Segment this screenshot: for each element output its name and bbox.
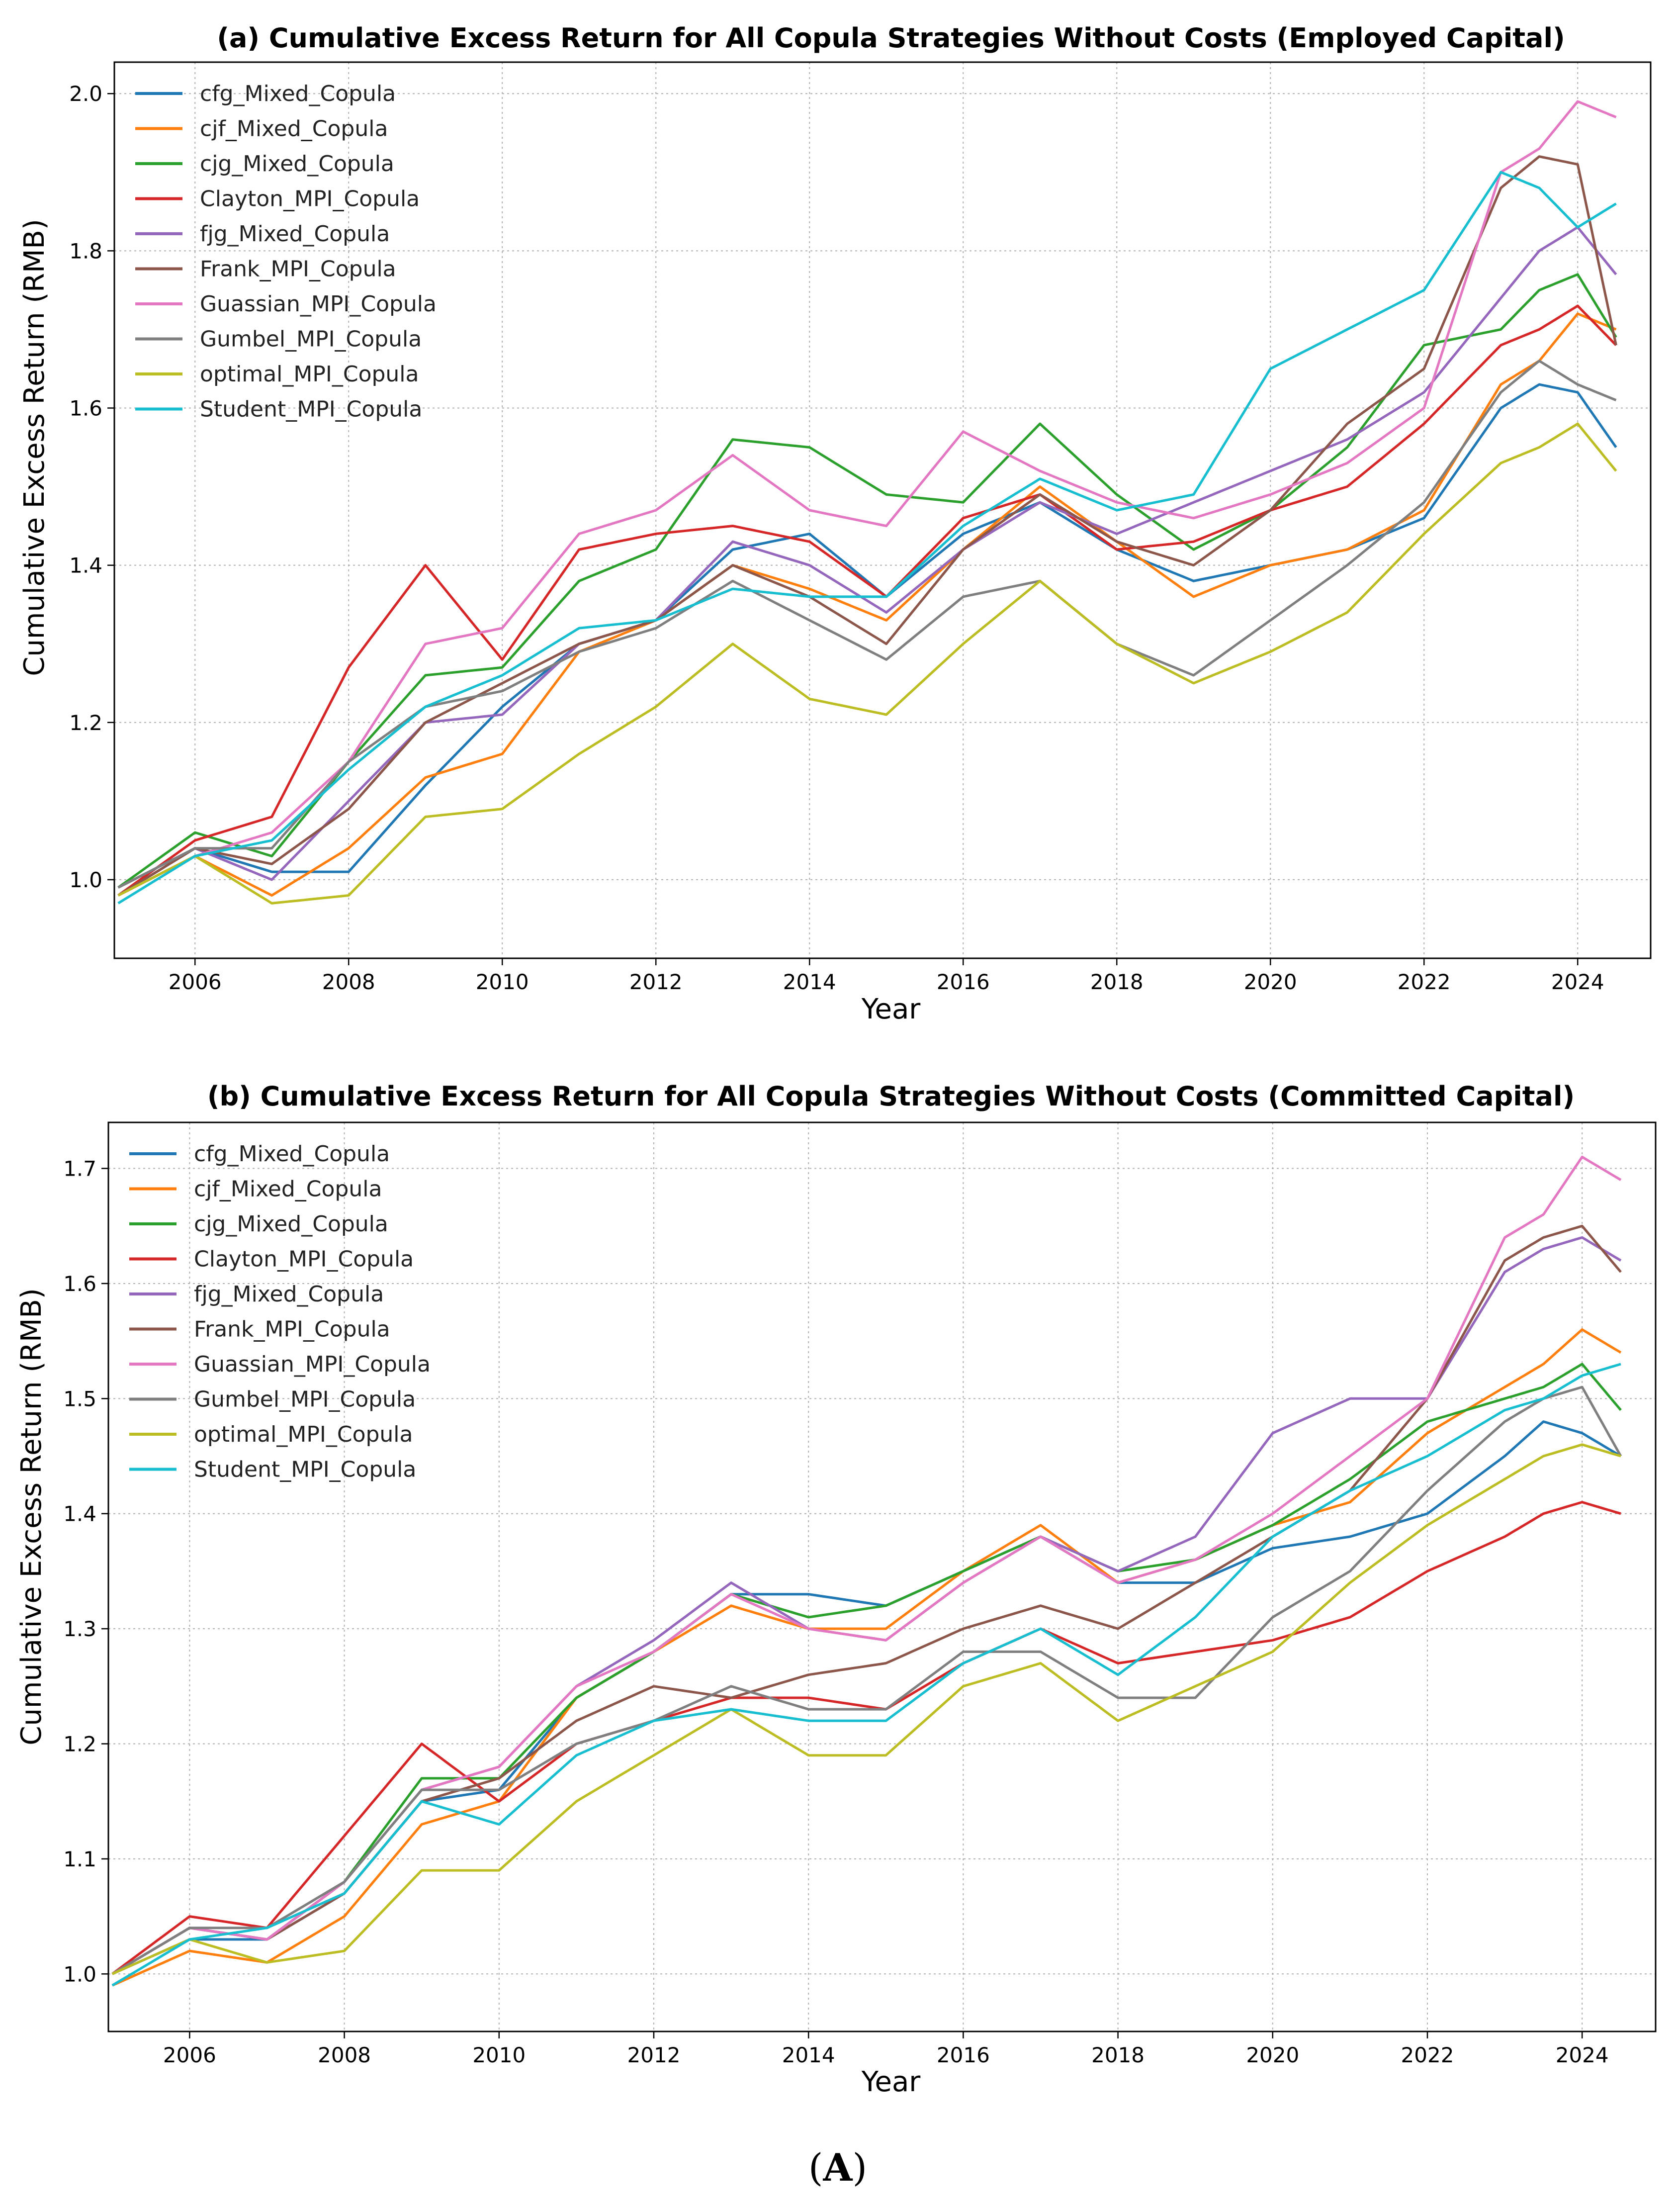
x-tick-label: 2006 — [163, 2043, 216, 2067]
plot-frame — [113, 61, 1652, 959]
legend-label: cjg_Mixed_Copula — [194, 1211, 388, 1237]
series-line-gumbel-mpi-copula — [117, 360, 1617, 889]
x-tick-label: 2006 — [169, 970, 222, 994]
series-line-optimal-mpi-copula — [117, 422, 1617, 905]
y-axis-ticks: 1.0 1.2 1.4 1.6 1.8 2.0 — [69, 82, 114, 892]
series-line-optimal-mpi-copula — [111, 1443, 1621, 1975]
x-axis-label: Year — [861, 993, 921, 1025]
series-line-cjg-mixed-copula — [111, 1363, 1622, 1975]
series-line-student-mpi-copula — [117, 171, 1617, 905]
x-tick-label: 2014 — [782, 2043, 835, 2067]
x-tick-label: 2022 — [1398, 970, 1451, 994]
legend-label: optimal_MPI_Copula — [194, 1422, 413, 1447]
caption-open-paren: ( — [808, 2145, 823, 2190]
series-lines — [111, 1155, 1622, 1987]
x-tick-label: 2024 — [1551, 970, 1604, 994]
legend-label: cjf_Mixed_Copula — [194, 1177, 382, 1202]
x-tick-label: 2014 — [783, 970, 836, 994]
legend: cfg_Mixed_Copula cjf_Mixed_Copula cjg_Mixe… — [135, 81, 437, 422]
series-line-clayton-mpi-copula — [111, 1501, 1621, 1975]
legend-label: cjf_Mixed_Copula — [200, 116, 388, 142]
series-line-cfg-mixed-copula — [117, 383, 1617, 897]
series-line-cjg-mixed-copula — [117, 273, 1617, 889]
x-tick-label: 2020 — [1244, 970, 1297, 994]
legend-label: cjg_Mixed_Copula — [200, 151, 394, 177]
x-tick-label: 2010 — [476, 970, 529, 994]
y-tick-label: 1.5 — [63, 1386, 96, 1411]
y-axis-ticks: 1.0 1.1 1.2 1.3 1.4 1.5 1.6 1.7 — [63, 1157, 108, 1986]
chart-title: (b) Cumulative Excess Return for All Cop… — [207, 1081, 1575, 1112]
series-line-clayton-mpi-copula — [117, 304, 1617, 897]
caption-letter: A — [823, 2145, 853, 2190]
y-tick-label: 1.6 — [69, 396, 102, 421]
series-line-gumbel-mpi-copula — [111, 1385, 1622, 1975]
series-line-fjg-mixed-copula — [117, 226, 1617, 889]
series-lines — [117, 100, 1617, 905]
y-tick-label: 1.2 — [63, 1732, 96, 1756]
x-tick-label: 2010 — [472, 2043, 526, 2067]
caption-close-paren: ) — [852, 2145, 867, 2190]
x-tick-label: 2008 — [322, 970, 375, 994]
x-tick-label: 2012 — [629, 970, 683, 994]
series-line-student-mpi-copula — [111, 1363, 1621, 1987]
legend-label: Guassian_MPI_Copula — [194, 1352, 431, 1377]
x-axis-ticks: 2006 2008 2010 2012 2014 2016 2018 2020 2022 2024 — [169, 958, 1604, 994]
x-axis-ticks: 2006 2008 2010 2012 2014 2016 2018 2020 2022 2024 — [163, 2031, 1609, 2067]
y-axis-label: Cumulative Excess Return (RMB) — [15, 1288, 48, 1745]
legend-label: Clayton_MPI_Copula — [194, 1247, 414, 1272]
y-tick-label: 1.8 — [69, 239, 102, 263]
legend-label: Student_MPI_Copula — [194, 1457, 416, 1482]
x-tick-label: 2016 — [937, 2043, 990, 2067]
chart-panel-employed-capital: (a) Cumulative Excess Return for All Cop… — [18, 22, 1652, 1025]
y-tick-label: 2.0 — [69, 82, 102, 106]
y-tick-label: 1.4 — [63, 1502, 96, 1526]
chart-title: (a) Cumulative Excess Return for All Cop… — [217, 22, 1565, 54]
figure-caption: (A) — [808, 2145, 867, 2190]
x-tick-label: 2020 — [1246, 2043, 1299, 2067]
x-tick-label: 2024 — [1556, 2043, 1609, 2067]
legend-label: Gumbel_MPI_Copula — [200, 327, 422, 352]
chart-panel-committed-capital: (b) Cumulative Excess Return for All Cop… — [15, 1081, 1657, 2098]
legend-label: Gumbel_MPI_Copula — [194, 1387, 416, 1412]
legend-label: fjg_Mixed_Copula — [194, 1282, 384, 1307]
x-tick-label: 2008 — [318, 2043, 371, 2067]
y-tick-label: 1.2 — [69, 711, 102, 735]
series-line-frank-mpi-copula — [117, 155, 1617, 897]
x-tick-label: 2018 — [1091, 2043, 1145, 2067]
y-tick-label: 1.0 — [69, 868, 102, 892]
plot-frame — [107, 1121, 1657, 2032]
y-tick-label: 1.0 — [63, 1962, 96, 1986]
legend-label: Guassian_MPI_Copula — [200, 291, 437, 317]
legend-label: fjg_Mixed_Copula — [200, 221, 390, 247]
y-tick-label: 1.3 — [63, 1617, 96, 1641]
y-axis-label: Cumulative Excess Return (RMB) — [18, 219, 51, 676]
x-tick-label: 2022 — [1401, 2043, 1454, 2067]
legend-label: optimal_MPI_Copula — [200, 362, 419, 387]
y-tick-label: 1.7 — [63, 1157, 96, 1181]
legend-label: cfg_Mixed_Copula — [194, 1141, 390, 1167]
y-tick-label: 1.4 — [69, 553, 102, 578]
legend-label: cfg_Mixed_Copula — [200, 81, 396, 106]
x-tick-label: 2016 — [937, 970, 990, 994]
legend-label: Frank_MPI_Copula — [200, 257, 396, 282]
x-axis-label: Year — [861, 2066, 921, 2098]
y-tick-label: 1.1 — [63, 1847, 96, 1871]
series-line-guassian-mpi-copula — [117, 100, 1617, 897]
legend-label: Clayton_MPI_Copula — [200, 186, 420, 212]
legend: cfg_Mixed_Copula cjf_Mixed_Copula cjg_Mixe… — [129, 1141, 431, 1482]
x-tick-label: 2018 — [1090, 970, 1144, 994]
legend-label: Frank_MPI_Copula — [194, 1317, 390, 1342]
x-tick-label: 2012 — [627, 2043, 681, 2067]
legend-label: Student_MPI_Copula — [200, 397, 422, 422]
y-tick-label: 1.6 — [63, 1272, 96, 1296]
